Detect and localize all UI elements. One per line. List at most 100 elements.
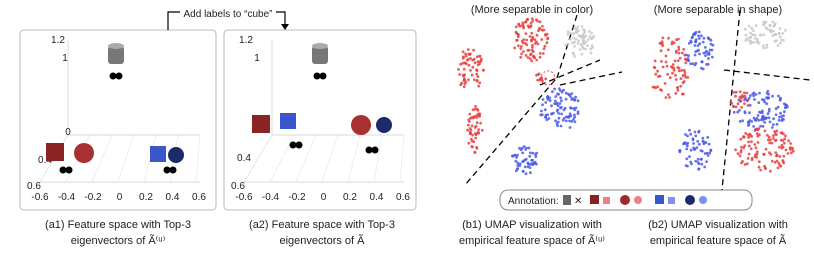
embedding-point <box>753 143 757 146</box>
embedding-point <box>700 162 704 166</box>
embedding-point <box>772 123 775 126</box>
embedding-point <box>774 132 777 135</box>
embedding-point <box>702 142 706 146</box>
embedding-point <box>569 37 572 41</box>
grid-line <box>195 134 201 183</box>
embedding-point <box>778 97 782 101</box>
marker <box>109 72 117 80</box>
embedding-point <box>767 92 770 96</box>
embedding-point <box>769 30 773 34</box>
embedding-point <box>705 160 708 164</box>
embedding-point <box>475 107 479 111</box>
embedding-point <box>562 116 566 120</box>
embedding-point <box>516 35 520 39</box>
embedding-point <box>477 128 480 131</box>
embedding-point <box>466 48 470 51</box>
embedding-point <box>573 120 577 124</box>
embedding-point <box>743 102 746 105</box>
embedding-point <box>683 71 687 74</box>
embedding-point <box>666 72 669 76</box>
embedding-point <box>515 38 519 42</box>
embedding-point <box>693 44 697 47</box>
tick-label: 1.2 <box>239 35 253 46</box>
embedding-point <box>746 120 750 124</box>
embedding-point <box>776 105 780 109</box>
embedding-point <box>482 69 485 72</box>
embedding-point <box>773 24 777 27</box>
embedding-point <box>530 59 534 63</box>
embedding-point <box>521 151 525 155</box>
embedding-point <box>524 20 528 24</box>
embedding-point <box>543 33 547 36</box>
embedding-point <box>764 117 767 121</box>
embedding-point <box>762 33 766 37</box>
embedding-point <box>554 95 558 98</box>
embedding-point <box>701 136 705 140</box>
embedding-point <box>515 156 518 159</box>
embedding-point <box>697 167 701 171</box>
embedding-point <box>750 120 754 123</box>
embedding-point <box>660 88 663 92</box>
embedding-point <box>516 161 520 165</box>
embedding-point <box>564 119 568 123</box>
tick-label: 0.4 <box>166 192 180 203</box>
embedding-point <box>681 51 684 55</box>
grid-line <box>91 134 113 183</box>
embedding-point <box>776 166 780 170</box>
embedding-point <box>664 96 668 99</box>
embedding-point <box>518 162 522 166</box>
embedding-point <box>538 52 542 55</box>
embedding-point <box>734 105 738 109</box>
embedding-point <box>661 36 665 40</box>
embedding-point <box>475 79 479 82</box>
embedding-point <box>685 147 689 151</box>
embedding-point <box>670 42 674 46</box>
embedding-point <box>541 103 544 107</box>
embedding-point <box>521 23 525 27</box>
embedding-point <box>543 44 547 48</box>
embedding-point <box>529 25 532 29</box>
embedding-point <box>757 160 761 164</box>
embedding-point <box>691 62 695 65</box>
embedding-point <box>516 153 519 157</box>
embedding-point <box>550 104 553 108</box>
embedding-point <box>524 148 528 151</box>
embedding-point <box>778 35 782 39</box>
marker <box>169 166 177 174</box>
embedding-point <box>754 119 758 122</box>
embedding-point <box>752 41 755 44</box>
embedding-point <box>573 40 576 44</box>
embedding-point <box>746 104 750 107</box>
embedding-point <box>525 43 529 47</box>
embedding-point <box>528 57 532 61</box>
embedding-point <box>672 66 676 70</box>
embedding-point <box>520 52 523 56</box>
embedding-point <box>576 99 580 103</box>
embedding-point <box>765 43 769 47</box>
embedding-point <box>461 50 465 54</box>
embedding-point <box>748 111 751 115</box>
embedding-point <box>477 131 481 135</box>
embedding-point <box>758 110 761 114</box>
embedding-point <box>530 46 534 49</box>
embedding-point <box>560 99 563 103</box>
embedding-point <box>709 148 713 152</box>
embedding-point <box>775 39 778 42</box>
embedding-point <box>748 132 752 136</box>
embedding-point <box>526 48 530 52</box>
embedding-point <box>746 157 750 160</box>
embedding-point <box>677 66 681 70</box>
embedding-point <box>744 97 747 100</box>
embedding-point <box>478 60 482 63</box>
embedding-point <box>523 165 527 169</box>
embedding-point <box>707 37 711 41</box>
embedding-point <box>566 33 570 36</box>
caption: eigenvectors of Ã⁽ᵘ⁾ <box>71 234 166 247</box>
embedding-point <box>472 140 476 144</box>
tick-label: -0.2 <box>288 192 306 203</box>
embedding-point <box>764 20 768 24</box>
embedding-point <box>535 162 538 166</box>
embedding-point <box>583 31 586 34</box>
embedding-point <box>475 55 479 59</box>
embedding-point <box>752 29 755 32</box>
